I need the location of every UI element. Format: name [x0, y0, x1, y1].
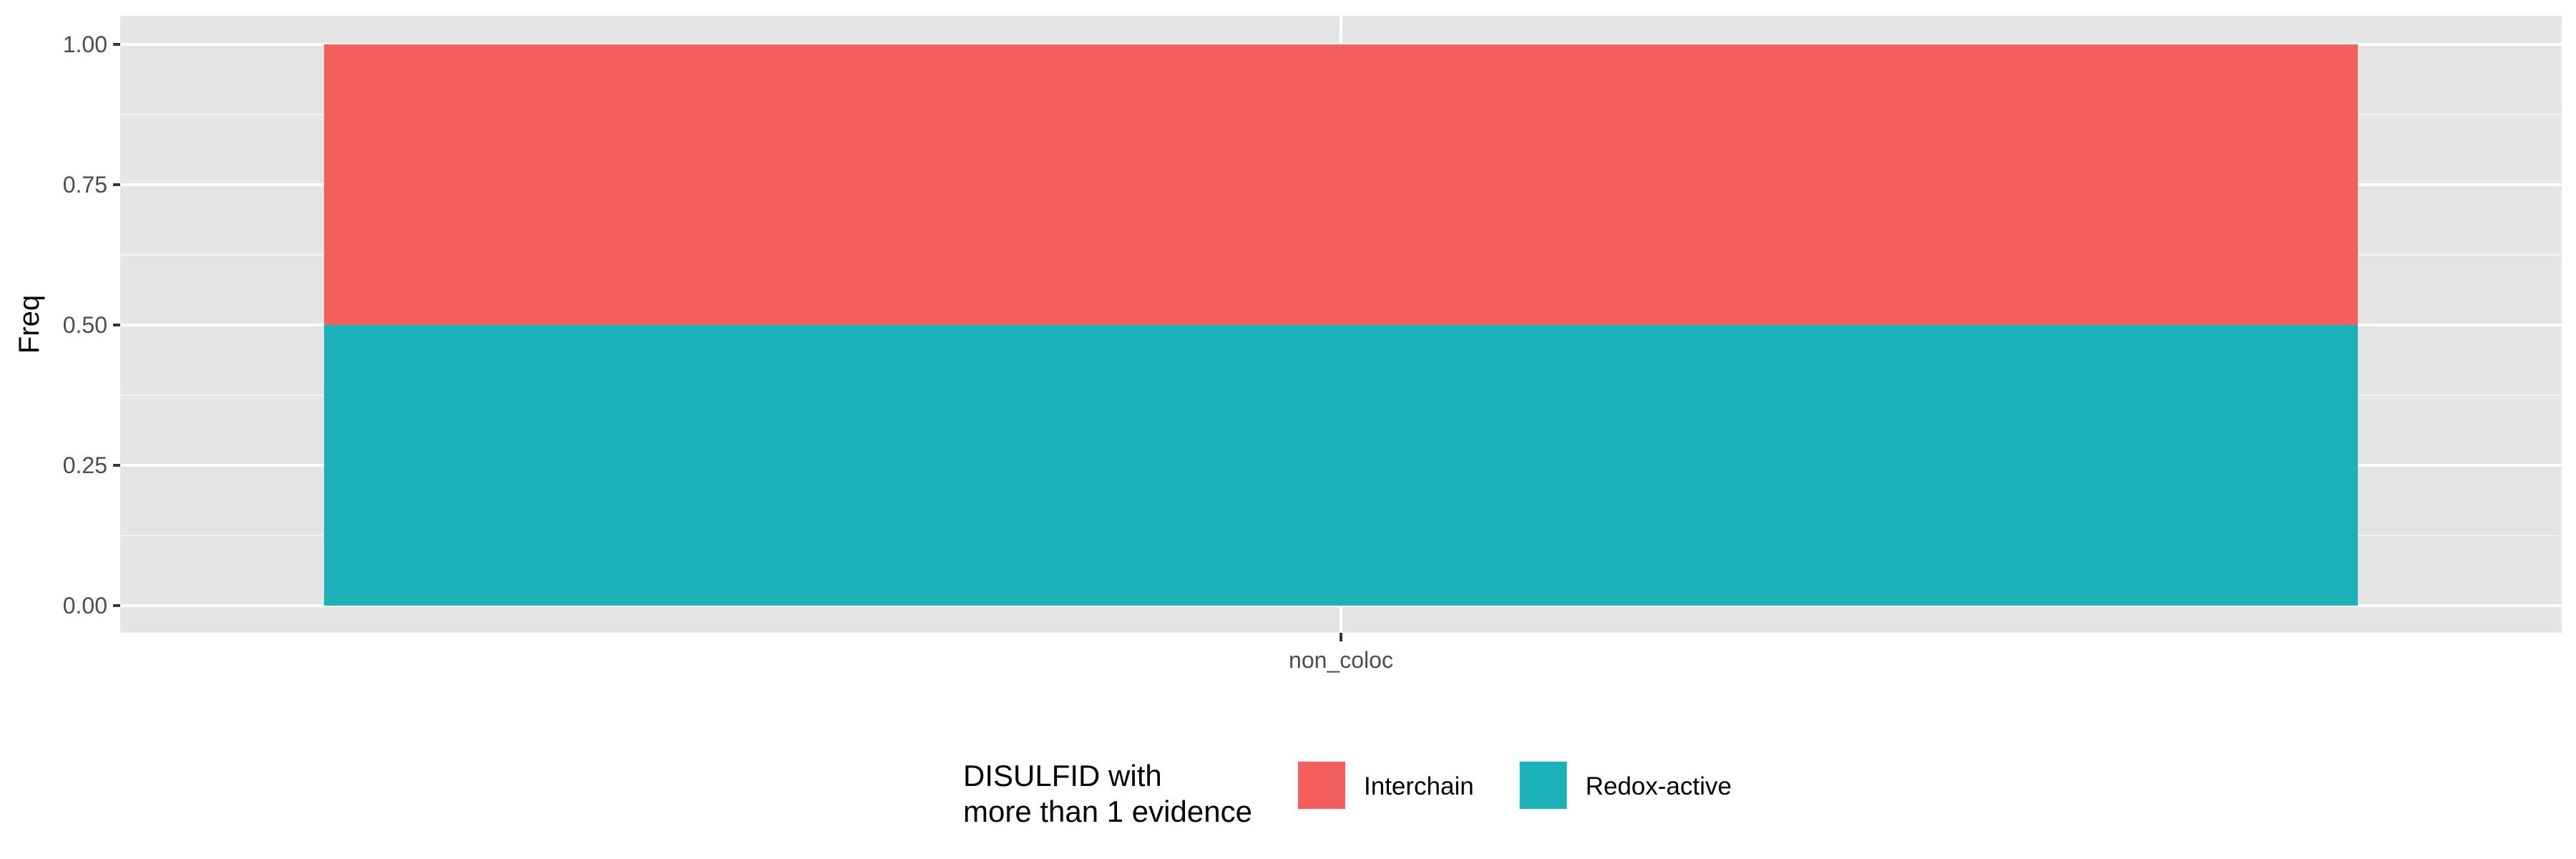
legend-title-line-1: DISULFID with — [963, 759, 1162, 792]
y-axis-title: Freq — [14, 295, 45, 354]
bars — [323, 44, 2358, 606]
y-tick-label: 1.00 — [63, 31, 107, 57]
y-tick-label: 0.75 — [63, 172, 107, 198]
bar-interchain — [323, 44, 2358, 325]
legend: DISULFID with more than 1 evidence Inter… — [963, 759, 1732, 828]
legend-title-line-2: more than 1 evidence — [963, 795, 1252, 828]
legend-label: Interchain — [1364, 772, 1474, 800]
y-tick-label: 0.25 — [63, 452, 107, 478]
legend-items: Interchain Redox-active — [1298, 762, 1732, 809]
legend-label: Redox-active — [1586, 772, 1732, 800]
bar-redox-active — [323, 325, 2358, 606]
y-tick-label: 0.50 — [63, 312, 107, 338]
y-tick-label: 0.00 — [63, 593, 107, 618]
x-axis: non_coloc — [1289, 633, 1393, 673]
y-axis: 0.00 0.25 0.50 0.75 1.00 — [63, 31, 120, 618]
legend-key-interchain — [1298, 762, 1345, 809]
legend-key-redox-active — [1519, 762, 1567, 809]
x-tick-label: non_coloc — [1289, 647, 1393, 673]
